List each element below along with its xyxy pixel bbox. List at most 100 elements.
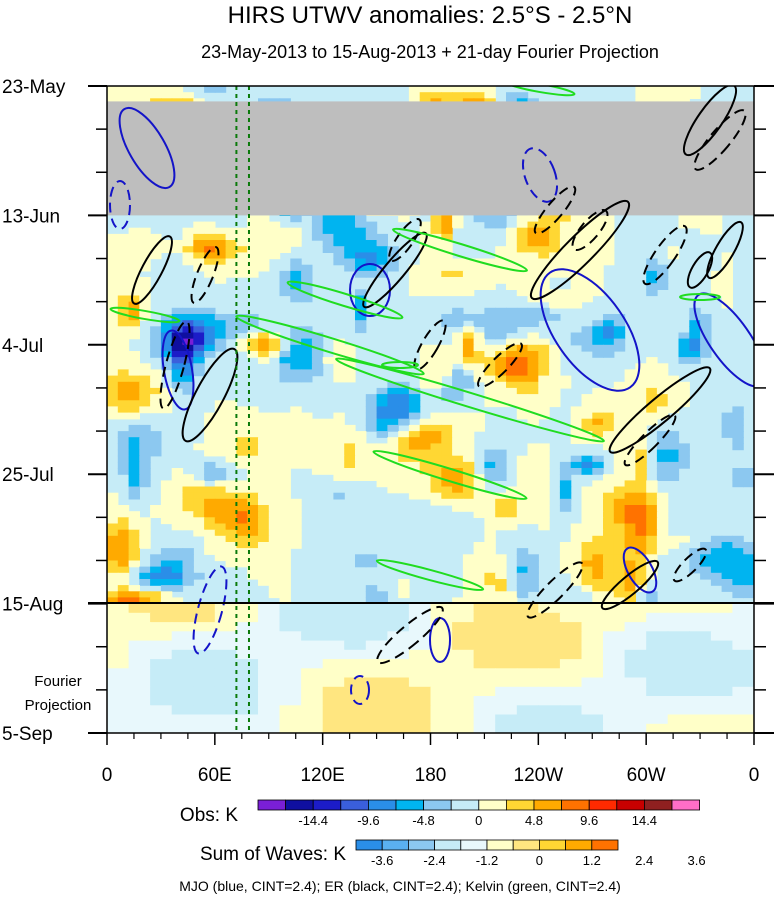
projection-cell <box>538 659 561 669</box>
anomaly-cell <box>700 320 712 327</box>
anomaly-cell <box>204 320 216 327</box>
anomaly-cell <box>268 246 281 253</box>
anomaly-cell <box>311 424 324 432</box>
projection-cell <box>559 649 583 660</box>
anomaly-cell <box>236 443 248 451</box>
anomaly-cell <box>193 511 205 518</box>
projection-cell <box>128 705 151 716</box>
anomaly-cell <box>441 240 453 247</box>
projection-cell <box>732 631 754 642</box>
anomaly-cell <box>214 332 227 340</box>
anomaly-cell <box>128 529 140 537</box>
anomaly-cell <box>581 289 593 297</box>
anomaly-cell <box>506 498 518 506</box>
projection-cell <box>646 723 669 733</box>
anomaly-cell <box>624 369 636 377</box>
anomaly-cell <box>247 566 259 574</box>
anomaly-cell <box>452 412 464 420</box>
anomaly-cell <box>495 579 507 586</box>
projection-cell <box>667 696 690 706</box>
anomaly-cell <box>139 468 151 475</box>
anomaly-cell <box>258 332 270 340</box>
anomaly-cell <box>214 548 227 555</box>
anomaly-cell <box>279 357 291 364</box>
er-contour <box>181 347 239 443</box>
anomaly-cell <box>236 338 248 346</box>
anomaly-cell <box>667 468 680 475</box>
anomaly-cell <box>484 221 496 229</box>
anomaly-cell <box>171 326 184 334</box>
anomaly-cell <box>430 412 442 420</box>
anomaly-cell <box>214 227 227 235</box>
anomaly-cell <box>430 351 442 358</box>
anomaly-cell <box>710 560 723 568</box>
projection-cell <box>667 631 690 642</box>
anomaly-cell <box>376 240 388 247</box>
anomaly-cell <box>441 233 453 241</box>
anomaly-cell <box>171 344 184 352</box>
anomaly-cell <box>344 461 356 469</box>
anomaly-cell <box>279 468 291 475</box>
anomaly-cell <box>160 86 173 93</box>
projection-cell <box>646 714 669 725</box>
anomaly-cell <box>214 498 227 506</box>
projection-cell <box>408 705 432 716</box>
projection-cell <box>430 723 453 733</box>
projection-cell <box>430 649 453 660</box>
anomaly-cell <box>268 468 281 475</box>
anomaly-cell <box>462 597 475 605</box>
anomaly-cell <box>344 264 356 272</box>
anomaly-cell <box>538 461 550 469</box>
kelvin-contour <box>392 227 528 273</box>
anomaly-cell <box>462 264 475 272</box>
anomaly-cell <box>689 357 701 364</box>
anomaly-cell <box>236 270 248 278</box>
anomaly-cell <box>258 221 270 229</box>
anomaly-cell <box>365 468 378 475</box>
anomaly-cell <box>603 412 615 420</box>
anomaly-cell <box>473 554 485 562</box>
colorbar-swatch <box>671 799 701 811</box>
anomaly-cell <box>516 283 529 290</box>
anomaly-cell <box>484 400 496 408</box>
anomaly-cell <box>117 394 130 401</box>
anomaly-cell <box>527 233 539 241</box>
anomaly-cell <box>107 597 119 605</box>
colorbar-tick-label: 3.6 <box>688 853 706 868</box>
anomaly-cell <box>268 227 281 235</box>
anomaly-cell <box>592 572 604 580</box>
anomaly-cell <box>635 418 647 426</box>
anomaly-cell <box>462 431 475 438</box>
anomaly-cell <box>613 468 626 475</box>
anomaly-cell <box>301 326 313 334</box>
projection-cell <box>301 612 324 623</box>
anomaly-cell <box>171 579 184 586</box>
anomaly-cell <box>107 579 119 586</box>
projection-cell <box>624 723 647 733</box>
er-contour <box>376 605 444 665</box>
projection-cell <box>408 649 432 660</box>
anomaly-cell <box>646 289 658 297</box>
anomaly-cell <box>214 344 227 352</box>
anomaly-cell <box>182 486 194 494</box>
anomaly-cell <box>527 252 539 260</box>
anomaly-cell <box>290 406 302 414</box>
anomaly-cell <box>592 320 604 327</box>
anomaly-cell <box>408 443 421 451</box>
anomaly-cell <box>387 387 399 395</box>
anomaly-cell <box>484 579 496 586</box>
anomaly-cell <box>667 542 680 549</box>
anomaly-cell <box>624 492 636 500</box>
anomaly-cell <box>559 375 572 383</box>
anomaly-cell <box>171 338 184 346</box>
anomaly-cell <box>527 560 539 568</box>
anomaly-cell <box>516 474 529 481</box>
anomaly-cell <box>247 505 259 512</box>
anomaly-cell <box>139 387 151 395</box>
anomaly-cell <box>506 270 518 278</box>
anomaly-cell <box>419 492 432 500</box>
anomaly-cell <box>635 480 647 488</box>
anomaly-cell <box>721 418 733 426</box>
anomaly-cell <box>646 566 658 574</box>
anomaly-cell <box>139 566 151 574</box>
